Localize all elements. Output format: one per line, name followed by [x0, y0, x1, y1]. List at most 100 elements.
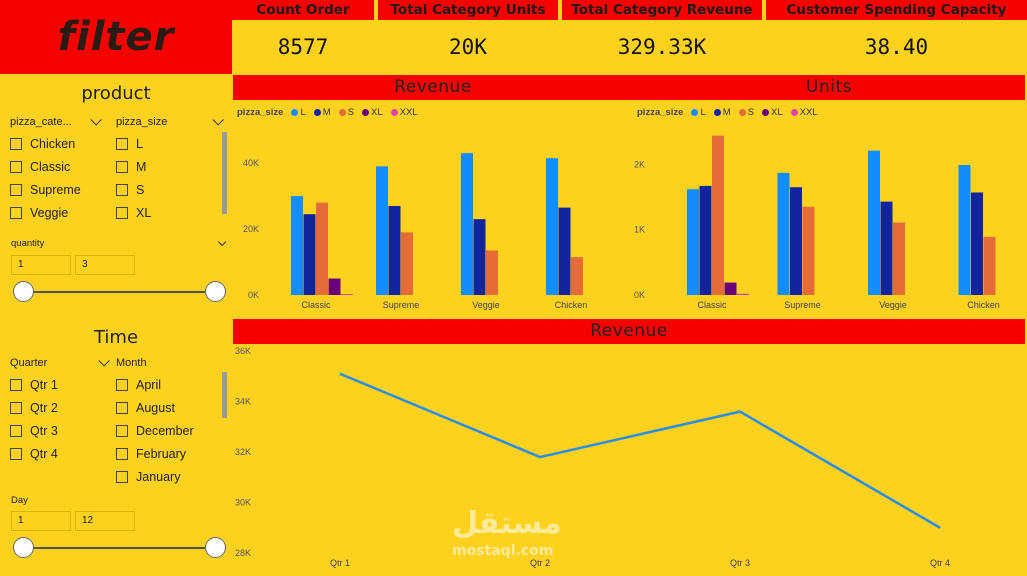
size-slicer-header[interactable]: pizza_size: [116, 116, 224, 128]
bar-xxl-classic[interactable]: [341, 294, 353, 295]
x-tick-label: Qtr 3: [730, 558, 750, 568]
day-max-input[interactable]: 12: [75, 511, 135, 531]
quantity-slider-max-handle[interactable]: [205, 281, 226, 302]
quantity-slider-track[interactable]: [22, 291, 216, 293]
bar-l-supreme[interactable]: [777, 172, 790, 295]
day-min-input[interactable]: 1: [11, 511, 71, 531]
bar-s-chicken[interactable]: [571, 257, 583, 295]
month-item-august[interactable]: August: [116, 396, 220, 419]
checkbox[interactable]: [10, 183, 22, 196]
month-item-february[interactable]: February: [116, 442, 220, 465]
checkbox[interactable]: [116, 206, 128, 219]
checkbox[interactable]: [116, 470, 128, 483]
month-slicer-header[interactable]: Month: [116, 357, 220, 369]
size-item-l[interactable]: L: [116, 132, 224, 155]
size-slicer-scrollbar[interactable]: [222, 132, 227, 214]
quantity-slicer-header[interactable]: quantity: [11, 237, 227, 249]
bar-m-classic[interactable]: [699, 185, 712, 295]
legend-item-s[interactable]: S: [738, 107, 754, 118]
quarter-item-qtr2[interactable]: Qtr 2: [10, 396, 110, 419]
month-item-december[interactable]: December: [116, 419, 220, 442]
chevron-down-icon[interactable]: [90, 114, 102, 126]
quantity-max-input[interactable]: 3: [75, 255, 135, 275]
quantity-min-input[interactable]: 1: [11, 255, 71, 275]
bar-xxl-classic[interactable]: [737, 293, 749, 295]
checkbox[interactable]: [116, 137, 128, 150]
checkbox[interactable]: [116, 160, 128, 173]
quarter-item-qtr4[interactable]: Qtr 4: [10, 442, 110, 465]
category-slicer-header[interactable]: pizza_cate...: [10, 114, 102, 128]
day-slider-track[interactable]: [22, 547, 216, 549]
day-slider-min-handle[interactable]: [13, 537, 34, 558]
category-item-supreme[interactable]: Supreme: [10, 178, 98, 201]
bar-s-chicken[interactable]: [983, 236, 996, 295]
chevron-down-icon[interactable]: [98, 355, 110, 367]
bar-l-chicken[interactable]: [546, 158, 558, 295]
checkbox[interactable]: [10, 424, 22, 437]
month-slicer-scrollbar[interactable]: [222, 372, 227, 418]
legend-item-m[interactable]: M: [713, 107, 731, 118]
bar-s-classic[interactable]: [712, 135, 724, 295]
category-item-veggie[interactable]: Veggie: [10, 201, 98, 224]
month-item-april[interactable]: April: [116, 373, 220, 396]
size-item-xl[interactable]: XL: [116, 201, 224, 224]
day-slider-max-handle[interactable]: [205, 537, 226, 558]
bar-m-supreme[interactable]: [790, 187, 802, 295]
checkbox[interactable]: [116, 401, 128, 414]
bar-l-veggie[interactable]: [461, 153, 473, 295]
legend-title: pizza_size: [637, 107, 684, 118]
bar-s-veggie[interactable]: [486, 250, 498, 295]
bar-l-supreme[interactable]: [376, 166, 388, 295]
bar-m-chicken[interactable]: [971, 192, 983, 295]
quantity-label: quantity: [11, 238, 45, 249]
legend-item-xxl[interactable]: XXL: [790, 107, 818, 118]
month-item-january[interactable]: January: [116, 465, 220, 488]
bar-l-chicken[interactable]: [958, 165, 971, 295]
size-item-s[interactable]: S: [116, 178, 224, 201]
legend-item-s[interactable]: S: [338, 107, 354, 118]
bar-s-supreme[interactable]: [802, 206, 815, 295]
size-item-m[interactable]: M: [116, 155, 224, 178]
bar-l-classic[interactable]: [291, 196, 303, 295]
x-tick-label: Classic: [697, 300, 727, 310]
bar-m-classic[interactable]: [303, 214, 316, 295]
quarter-item-qtr3[interactable]: Qtr 3: [10, 419, 110, 442]
day-label: Day: [11, 495, 28, 506]
chevron-down-icon[interactable]: [212, 116, 224, 126]
product-section-title: product: [81, 83, 151, 104]
legend-item-m[interactable]: M: [313, 107, 331, 118]
checkbox[interactable]: [10, 160, 22, 173]
legend-item-l[interactable]: L: [691, 107, 706, 118]
bar-xl-classic[interactable]: [328, 278, 341, 295]
checkbox[interactable]: [10, 401, 22, 414]
bar-m-chicken[interactable]: [558, 207, 571, 295]
legend-item-xxl[interactable]: XXL: [390, 107, 418, 118]
checkbox[interactable]: [10, 378, 22, 391]
legend-item-xl[interactable]: XL: [362, 107, 383, 118]
chevron-down-icon[interactable]: [217, 237, 227, 246]
bar-m-supreme[interactable]: [388, 205, 401, 295]
category-item-classic[interactable]: Classic: [10, 155, 98, 178]
bar-m-veggie[interactable]: [880, 201, 893, 295]
quantity-slider-min-handle[interactable]: [13, 281, 34, 302]
bar-xl-classic[interactable]: [724, 282, 737, 295]
category-item-chicken[interactable]: Chicken: [10, 132, 98, 155]
checkbox[interactable]: [116, 183, 128, 196]
quarter-item-qtr1[interactable]: Qtr 1: [10, 373, 110, 396]
legend-item-xl[interactable]: XL: [762, 107, 783, 118]
bar-l-classic[interactable]: [687, 189, 699, 295]
bar-m-veggie[interactable]: [473, 219, 486, 295]
checkbox[interactable]: [116, 447, 128, 460]
bar-l-veggie[interactable]: [868, 150, 880, 295]
bar-s-veggie[interactable]: [893, 222, 905, 295]
checkbox[interactable]: [10, 447, 22, 460]
legend-item-l[interactable]: L: [291, 107, 306, 118]
checkbox[interactable]: [116, 378, 128, 391]
revenue-line[interactable]: [339, 372, 941, 529]
checkbox[interactable]: [10, 137, 22, 150]
quarter-slicer-header[interactable]: Quarter: [10, 355, 110, 369]
checkbox[interactable]: [116, 424, 128, 437]
bar-s-classic[interactable]: [316, 202, 328, 295]
checkbox[interactable]: [10, 206, 22, 219]
bar-s-supreme[interactable]: [401, 232, 413, 295]
